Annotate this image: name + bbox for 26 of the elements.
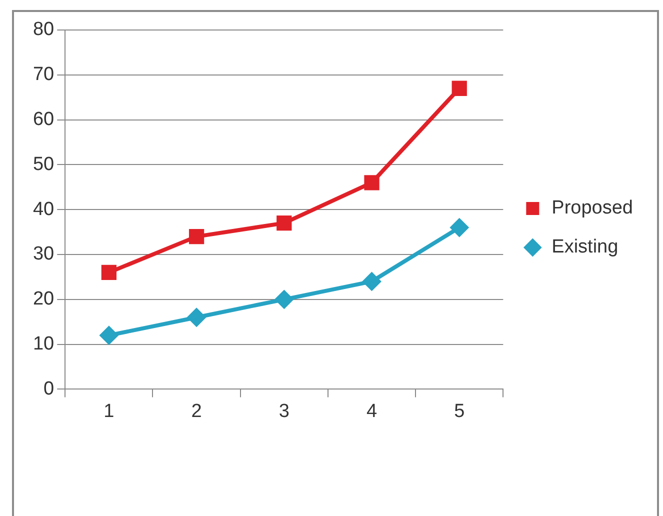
y-tick-label: 50 xyxy=(32,154,54,175)
point xyxy=(274,290,294,309)
point xyxy=(276,216,292,231)
y-tick-label: 60 xyxy=(32,109,54,130)
point xyxy=(99,326,118,345)
y-tick-label: 20 xyxy=(32,288,54,310)
point xyxy=(364,175,380,190)
legend-label: Proposed xyxy=(552,198,634,219)
x-tick-label: 1 xyxy=(104,400,114,422)
x-tick-label: 3 xyxy=(278,400,290,422)
x-tick-label: 2 xyxy=(191,400,202,422)
point xyxy=(101,264,117,280)
x-tick-label: 4 xyxy=(366,400,378,422)
y-tick-label: 70 xyxy=(32,64,54,86)
point xyxy=(188,228,204,244)
y-tick-label: 10 xyxy=(32,334,54,355)
legend-label: Existing xyxy=(552,236,618,258)
point xyxy=(187,308,206,327)
point xyxy=(450,218,469,238)
point xyxy=(452,80,467,96)
y-tick-label: 80 xyxy=(32,19,54,40)
y-tick-label: 40 xyxy=(32,198,54,220)
y-tick-label: 30 xyxy=(32,244,54,265)
point xyxy=(362,272,382,291)
y-tick-label: 0 xyxy=(44,378,54,400)
x-tick-label: 5 xyxy=(454,400,465,422)
